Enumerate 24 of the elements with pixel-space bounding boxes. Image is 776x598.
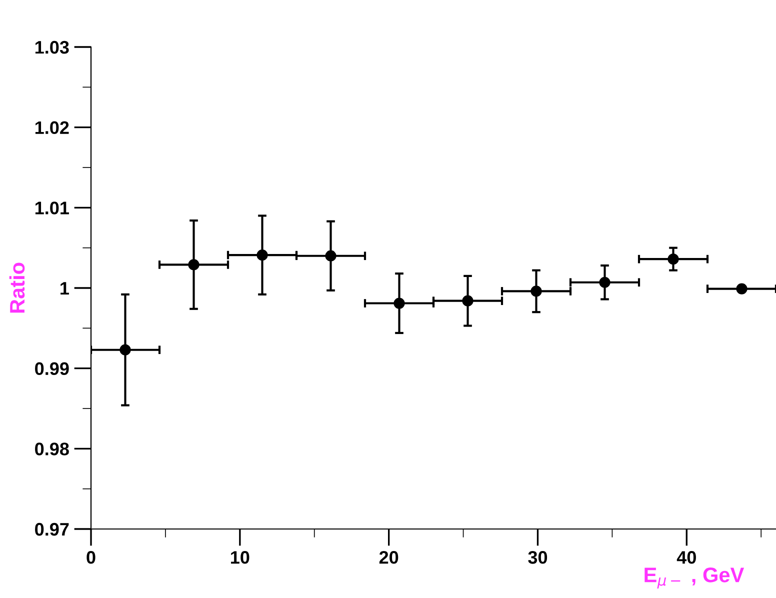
x-axis-title: E$_{μ−}$ , GeV (644, 568, 744, 589)
x-tick-label: 0 (86, 551, 96, 564)
x-tick-label: 30 (528, 551, 548, 564)
y-tick-label: 0.98 (35, 442, 69, 456)
point (325, 250, 336, 262)
y-tick-label: 1.02 (35, 121, 69, 134)
y-tick-label: 1.03 (35, 40, 69, 54)
point (394, 298, 405, 309)
point (188, 259, 200, 270)
x-tick-label: 40 (676, 551, 696, 564)
point (530, 286, 542, 297)
point (668, 254, 679, 265)
point (599, 276, 610, 288)
point (120, 344, 131, 356)
y-tick-label: 1 (60, 282, 69, 295)
point (462, 295, 474, 306)
y-tick-label: 1.01 (35, 202, 69, 214)
y-tick-label: 0.97 (35, 522, 69, 536)
y-axis-title: Ratio (9, 262, 25, 313)
y-tick-label: 0.99 (35, 362, 69, 376)
point (256, 250, 268, 261)
point (736, 283, 748, 294)
x-tick-label: 20 (379, 551, 398, 564)
x-tick-label: 10 (231, 551, 250, 564)
